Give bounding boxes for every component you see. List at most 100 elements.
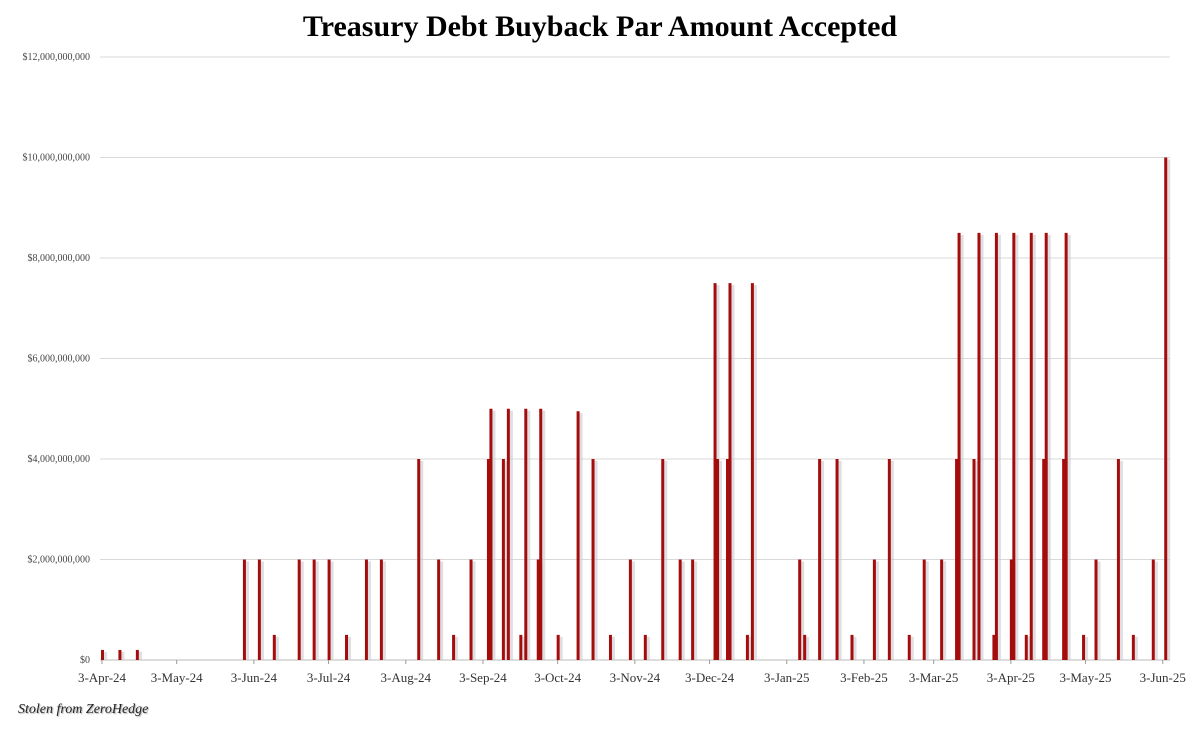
bar-shadow: [492, 410, 496, 660]
bar-shadow: [542, 410, 546, 660]
bar-shadow: [594, 461, 598, 660]
bar: [1064, 232, 1068, 660]
bar: [994, 232, 998, 660]
bar: [940, 559, 944, 660]
bar: [643, 634, 647, 660]
y-tick-label: $8,000,000,000: [28, 253, 91, 264]
x-tick-label: 3-May-25: [1060, 670, 1112, 685]
bar: [576, 411, 580, 660]
bar-shadow: [275, 636, 279, 660]
bar-shadow: [1167, 159, 1171, 660]
bar-shadow: [330, 561, 334, 660]
bar-shadow: [1067, 234, 1071, 660]
bar-shadow: [420, 461, 424, 660]
bar-shadow: [527, 410, 531, 660]
y-tick-label: $10,000,000,000: [23, 153, 91, 164]
bar-shadow: [853, 636, 857, 660]
bar-shadow: [138, 651, 142, 660]
y-tick-label: $2,000,000,000: [28, 555, 91, 566]
x-tick-label: 3-Feb-25: [840, 670, 888, 685]
bar-shadow: [890, 461, 894, 660]
bar: [992, 634, 996, 660]
bar: [835, 459, 839, 660]
bar: [1029, 232, 1033, 660]
bar-shadow: [875, 561, 879, 660]
bar: [716, 459, 720, 660]
bar: [745, 634, 749, 660]
bar: [297, 559, 301, 660]
bar: [364, 559, 368, 660]
bar: [101, 649, 104, 660]
bar-shadow: [300, 561, 304, 660]
bar-shadow: [348, 636, 352, 660]
bar: [135, 649, 139, 660]
x-tick-label: 3-Oct-24: [534, 670, 581, 685]
bar-shadow: [943, 561, 947, 660]
bar-shadow: [753, 285, 757, 660]
bar-shadow: [1032, 234, 1036, 660]
bar: [242, 559, 246, 660]
bar: [591, 459, 595, 660]
bar-shadow: [664, 461, 668, 660]
bar: [922, 559, 926, 660]
bar: [1116, 459, 1120, 660]
bar: [713, 283, 717, 660]
bar: [907, 634, 911, 660]
bar: [536, 559, 540, 660]
bar: [437, 559, 441, 660]
bar-shadow: [245, 561, 249, 660]
x-tick-label: 3-Mar-25: [909, 670, 959, 685]
bar: [519, 634, 523, 660]
bar: [972, 459, 976, 660]
bar-shadow: [806, 636, 810, 660]
bar: [1042, 459, 1046, 660]
x-tick-label: 3-Sep-24: [459, 670, 507, 685]
bar: [417, 459, 421, 660]
y-tick-label: $6,000,000,000: [28, 354, 91, 365]
bar: [312, 559, 316, 660]
bar-shadow: [910, 636, 914, 660]
bar: [803, 634, 807, 660]
bar: [798, 559, 802, 660]
bar-shadow: [821, 461, 825, 660]
bar: [345, 634, 349, 660]
bar-shadow: [838, 461, 842, 660]
bar: [501, 459, 505, 660]
y-tick-label: $0: [80, 655, 90, 666]
bar: [327, 559, 331, 660]
x-tick-label: 3-Aug-24: [381, 670, 432, 685]
bar: [1044, 232, 1048, 660]
bar: [1062, 459, 1066, 660]
x-tick-label: 3-Apr-25: [987, 670, 1035, 685]
bar-shadow: [694, 561, 698, 660]
x-tick-label: 3-Jun-25: [1140, 670, 1186, 685]
x-tick-label: 3-Dec-24: [685, 670, 735, 685]
bar-shadow: [1015, 234, 1019, 660]
x-tick-label: 3-Nov-24: [610, 670, 661, 685]
bar: [818, 459, 822, 660]
y-tick-label: $12,000,000,000: [23, 52, 91, 63]
bar-shadow: [472, 561, 476, 660]
bar-shadow: [925, 561, 929, 660]
bar-shadow: [611, 636, 615, 660]
bar: [691, 559, 695, 660]
bar-shadow: [1134, 636, 1138, 660]
bar-shadow: [980, 234, 984, 660]
bar: [661, 459, 665, 660]
bar: [524, 408, 528, 660]
bar-shadow: [731, 285, 735, 660]
bar-shadow: [315, 561, 319, 660]
bar: [118, 649, 122, 660]
bar: [957, 232, 961, 660]
bar-shadow: [455, 636, 459, 660]
bar: [489, 408, 493, 660]
x-tick-label: 3-Jan-25: [764, 670, 810, 685]
bar-shadow: [1085, 636, 1089, 660]
bar: [1082, 634, 1086, 660]
bar: [272, 634, 276, 660]
bar-shadow: [960, 234, 964, 660]
bar: [379, 559, 383, 660]
bar: [257, 559, 261, 660]
bar-shadow: [1119, 461, 1123, 660]
